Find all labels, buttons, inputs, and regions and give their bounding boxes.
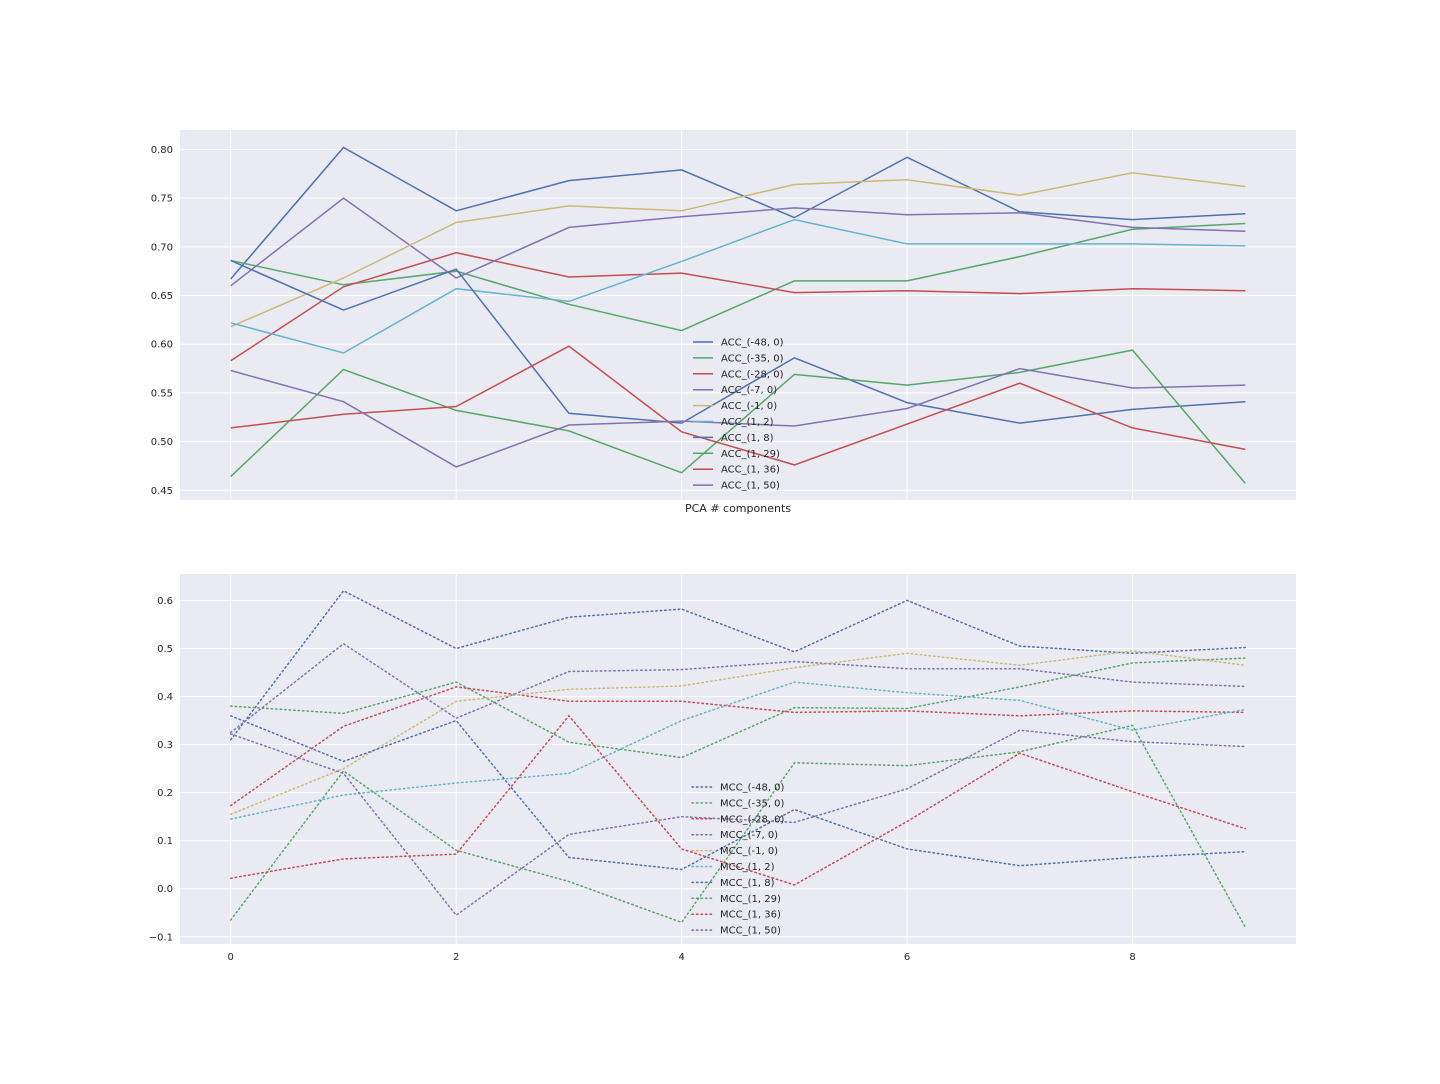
legend-label: ACC_(1, 2) bbox=[721, 417, 774, 428]
series-line-ACC_(-48, 0) bbox=[230, 146, 1246, 280]
series-line-MCC_(1, 2) bbox=[229, 681, 1247, 820]
legend-label: ACC_(1, 36) bbox=[721, 465, 780, 476]
legend-label: MCC_(1, 8) bbox=[720, 878, 775, 889]
legend: ACC_(-48, 0) ACC_(-35, 0) ACC_(-28, 0) ACC_… bbox=[693, 338, 784, 492]
legend-label: ACC_(-35, 0) bbox=[721, 353, 784, 364]
legend-label: ACC_(-7, 0) bbox=[721, 385, 777, 396]
y-tick-label: 0.65 bbox=[151, 291, 173, 302]
x-axis-label: PCA # components bbox=[685, 502, 791, 515]
legend-label: ACC_(-1, 0) bbox=[721, 401, 777, 412]
legend-label: ACC_(-28, 0) bbox=[721, 369, 784, 380]
x-tick-label: 8 bbox=[1129, 952, 1135, 963]
y-tick-label: 0.6 bbox=[157, 596, 173, 607]
y-tick-label: 0.0 bbox=[157, 884, 173, 895]
y-tick-label: 0.50 bbox=[151, 437, 173, 448]
series-line-MCC_(-7, 0) bbox=[229, 642, 1247, 734]
legend-label: ACC_(1, 50) bbox=[721, 481, 780, 492]
series-line-ACC_(-1, 0) bbox=[230, 172, 1246, 328]
accuracy-axes: 0.45 0.50 0.55 0.60 0.65 0.70 0.75 0.80 ACC_(-48… bbox=[151, 130, 1296, 500]
y-tick-label: 0.75 bbox=[151, 194, 173, 205]
legend-label: ACC_(1, 8) bbox=[721, 433, 774, 444]
y-tick-label: 0.1 bbox=[157, 836, 173, 847]
series-line-ACC_(-7, 0) bbox=[230, 197, 1246, 287]
series-line-MCC_(-28, 0) bbox=[229, 686, 1247, 807]
series-line-MCC_(1, 8) bbox=[229, 715, 1247, 871]
series-line-ACC_(-35, 0) bbox=[230, 222, 1246, 332]
legend-label: MCC_(1, 50) bbox=[720, 926, 781, 937]
mcc-axes: −0.1 0.0 0.1 0.2 0.3 0.4 0.5 0.6 0 2 4 6 8 MCC_(-48, … bbox=[149, 574, 1296, 963]
series-line-MCC_(-35, 0) bbox=[229, 657, 1247, 759]
legend-label: MCC_(1, 2) bbox=[720, 862, 775, 873]
y-tick-label: 0.5 bbox=[157, 644, 173, 655]
legend-label: MCC_(1, 36) bbox=[720, 910, 781, 921]
series-line-MCC_(-1, 0) bbox=[229, 650, 1247, 816]
series-line-ACC_(-28, 0) bbox=[230, 251, 1246, 362]
y-tick-label: −0.1 bbox=[149, 932, 173, 943]
legend: MCC_(-48, 0) MCC_(-35, 0) MCC_(-28, 0) MCC_… bbox=[691, 783, 785, 937]
x-tick-label: 4 bbox=[678, 952, 684, 963]
series-line-ACC_(1, 50) bbox=[230, 367, 1246, 468]
plot-area bbox=[180, 130, 1296, 500]
series-line-MCC_(1, 50) bbox=[229, 729, 1247, 917]
legend-label: MCC_(-28, 0) bbox=[720, 814, 785, 825]
y-tick-label: 0.4 bbox=[157, 692, 173, 703]
x-tick-label: 6 bbox=[904, 952, 910, 963]
y-tick-label: 0.2 bbox=[157, 788, 173, 799]
series-line-ACC_(1, 2) bbox=[230, 218, 1246, 354]
series-line-MCC_(1, 29) bbox=[229, 724, 1247, 928]
y-tick-label: 0.55 bbox=[151, 388, 173, 399]
y-tick-label: 0.45 bbox=[151, 486, 173, 497]
legend-label: MCC_(1, 29) bbox=[720, 894, 781, 905]
legend-label: MCC_(-1, 0) bbox=[720, 846, 778, 857]
legend-label: MCC_(-48, 0) bbox=[720, 783, 785, 794]
series-line-MCC_(-48, 0) bbox=[229, 589, 1247, 741]
series-line-ACC_(1, 36) bbox=[230, 345, 1246, 466]
x-tick-label: 2 bbox=[453, 952, 459, 963]
plot-area bbox=[180, 574, 1296, 944]
y-tick-label: 0.70 bbox=[151, 242, 173, 253]
y-tick-label: 0.3 bbox=[157, 740, 173, 751]
legend-label: MCC_(-35, 0) bbox=[720, 798, 785, 809]
legend-label: ACC_(1, 29) bbox=[721, 449, 780, 460]
y-tick-label: 0.60 bbox=[151, 340, 173, 351]
series-line-MCC_(1, 36) bbox=[229, 714, 1247, 886]
x-tick-label: 0 bbox=[228, 952, 234, 963]
legend-label: ACC_(-48, 0) bbox=[721, 338, 784, 349]
y-tick-label: 0.80 bbox=[151, 145, 173, 156]
series-line-ACC_(1, 8) bbox=[230, 259, 1246, 424]
legend-label: MCC_(-7, 0) bbox=[720, 830, 778, 841]
